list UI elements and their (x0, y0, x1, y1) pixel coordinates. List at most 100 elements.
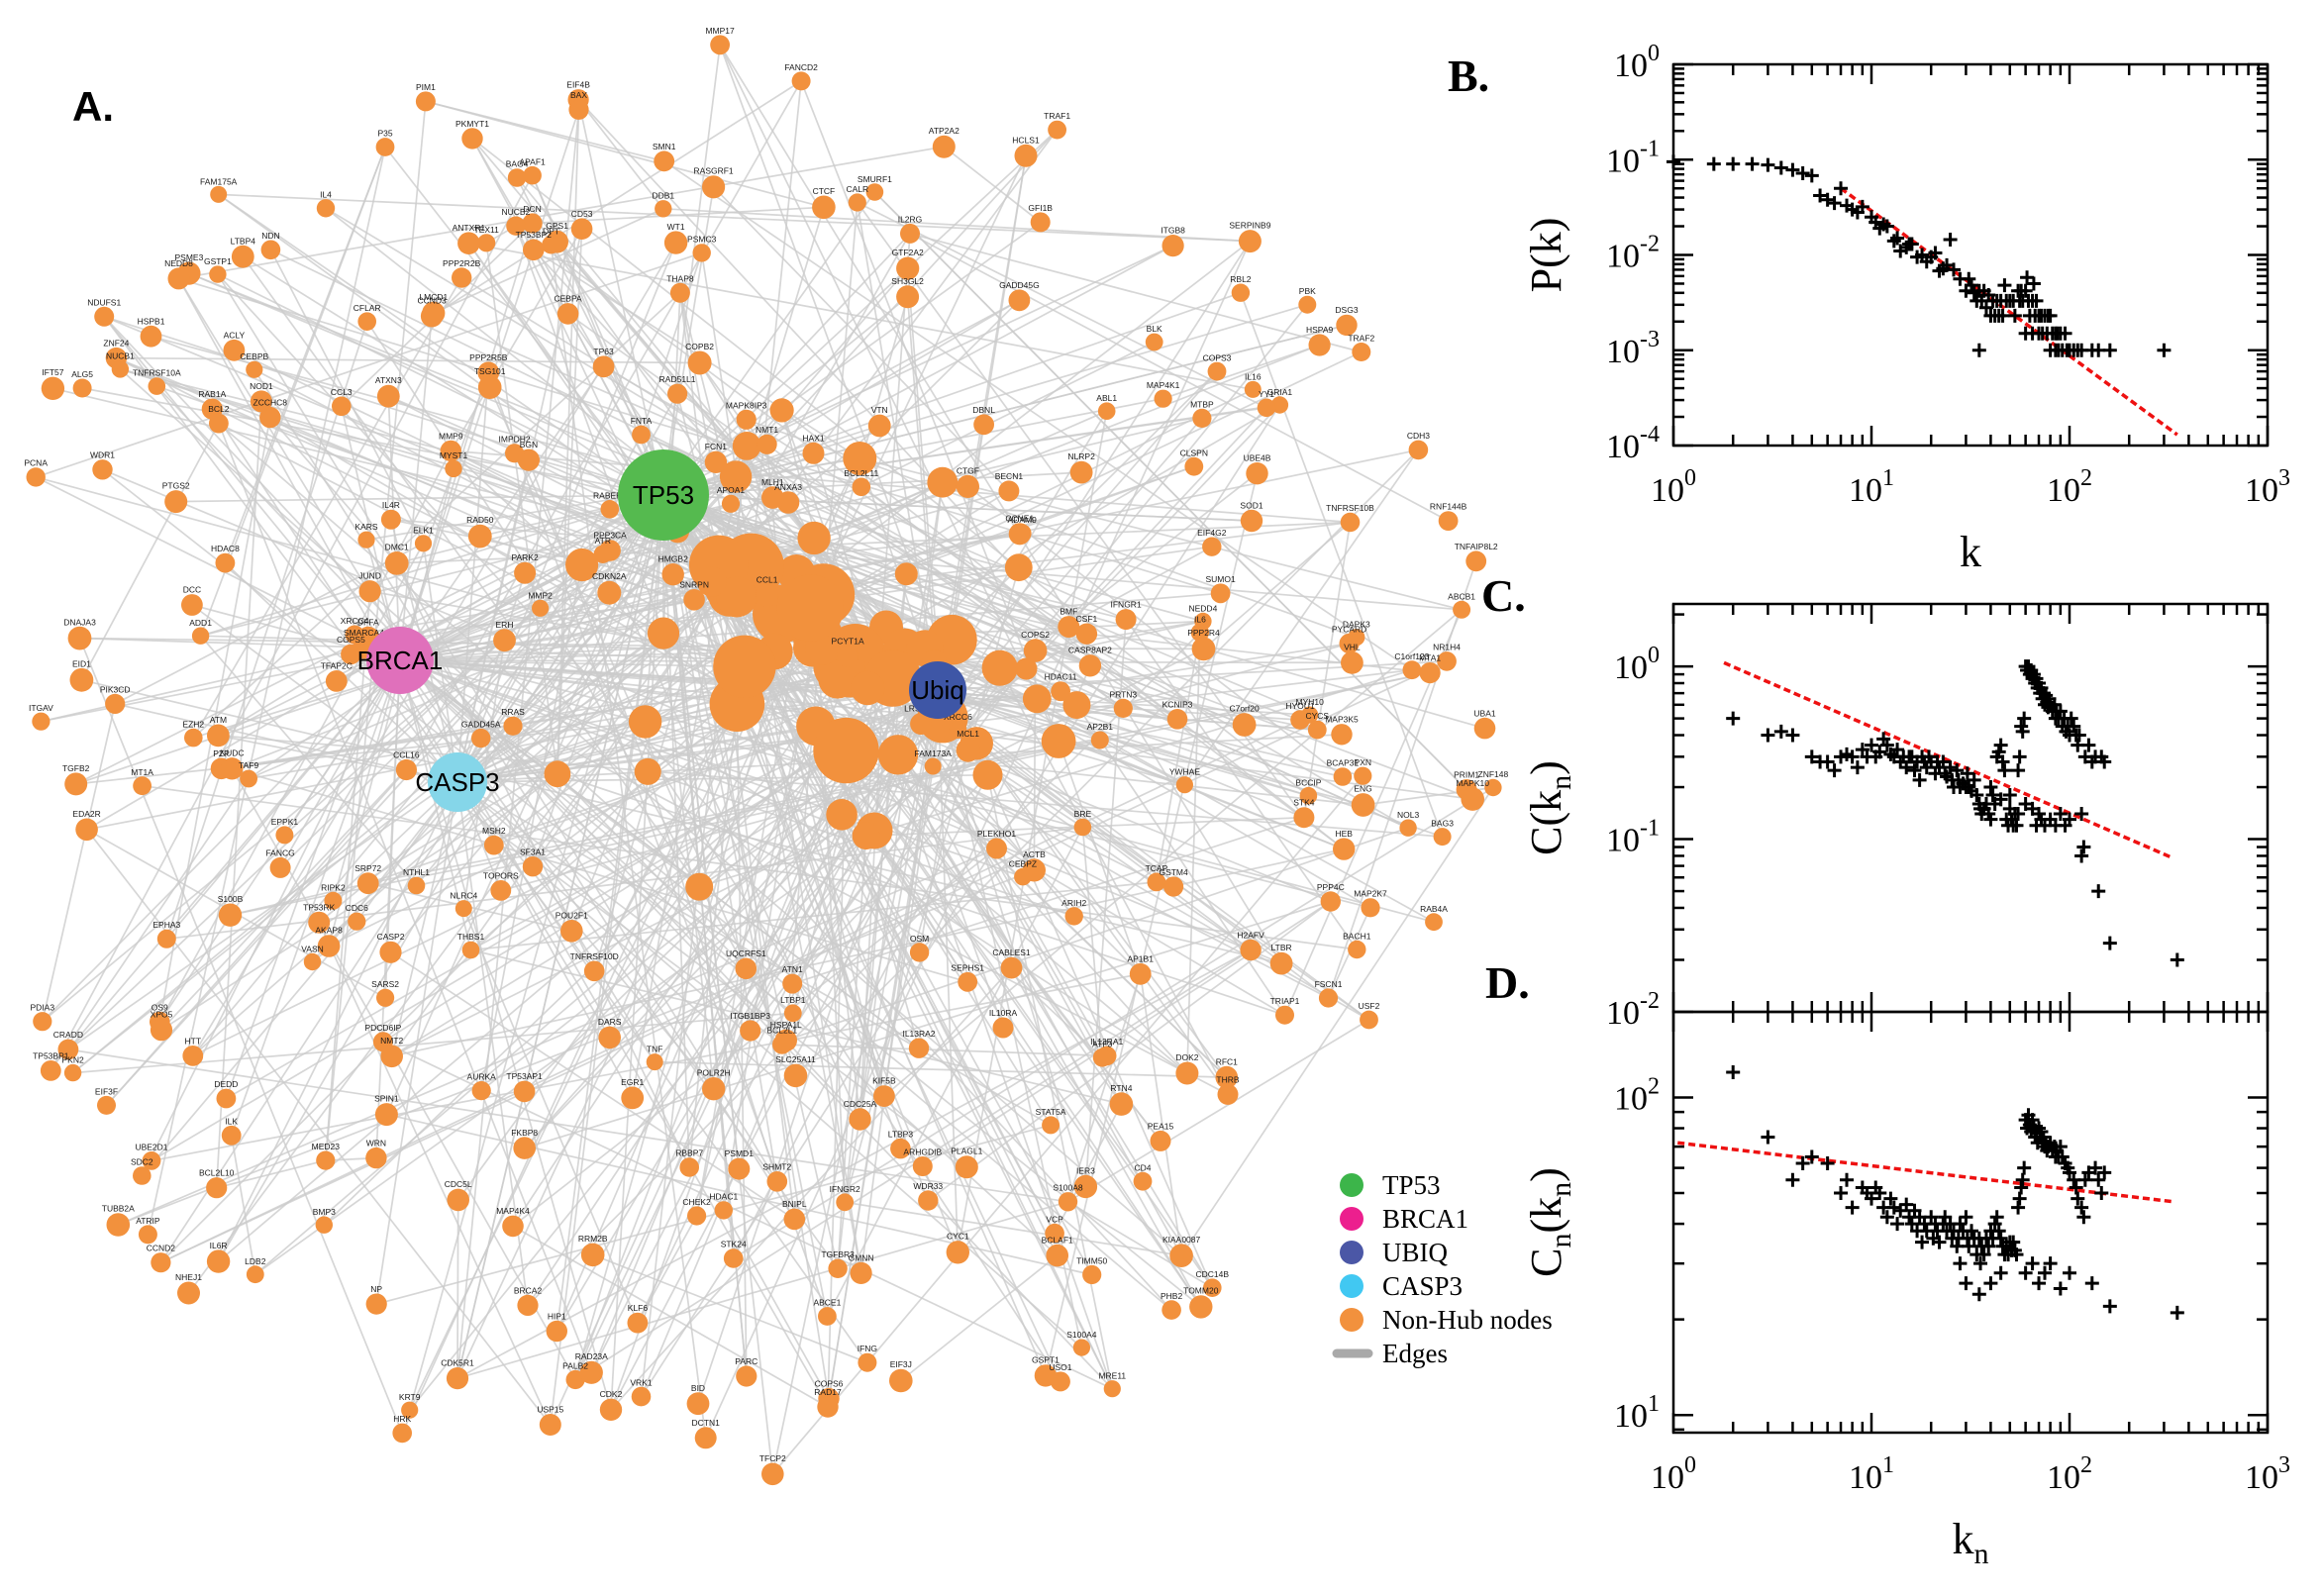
network-node (1022, 858, 1046, 882)
network-node (1408, 440, 1429, 460)
network-node (1082, 1264, 1102, 1285)
network-node-label: AP2B1 (1087, 722, 1114, 732)
network-node (756, 584, 778, 607)
network-node (1202, 537, 1222, 556)
network-node-label: MTA1 (1419, 653, 1441, 663)
network-node-label: HCLS1 (1012, 135, 1040, 145)
network-node-label: TFAP2C (321, 661, 353, 671)
network-node (1419, 662, 1441, 684)
network-node (182, 1046, 204, 1066)
network-node (446, 1367, 469, 1390)
legend-item-label: Non-Hub nodes (1382, 1305, 1553, 1335)
network-node (221, 757, 244, 780)
network-node-label: EZH2 (182, 719, 204, 729)
network-node-label: CEBPA (555, 294, 583, 304)
legend-swatch-circle (1340, 1207, 1364, 1231)
network-node (206, 1177, 228, 1199)
network-node (646, 1053, 663, 1071)
network-node-label: NDN (261, 231, 279, 241)
network-node (1336, 314, 1358, 337)
network-node-label: TOPORS (483, 871, 519, 881)
plot-D: 101 102 100 101 102 103 kn Cn(kn) (1522, 1010, 2290, 1570)
network-node-label: TRIAP1 (1270, 996, 1300, 1006)
network-node (599, 1398, 623, 1422)
network-node (1217, 1083, 1239, 1105)
network-node-label: MCL1 (957, 729, 979, 739)
network-node-label: RFC1 (1216, 1056, 1238, 1066)
network-edges (35, 44, 1494, 1475)
network-node-label: IFNGR2 (830, 1184, 860, 1194)
network-node-label: IFNGR1 (1111, 600, 1142, 610)
network-node-label: CDC25A (844, 1099, 877, 1109)
network-node-label: HSPA1L (770, 1020, 802, 1030)
network-node (33, 1012, 52, 1032)
network-node-label: JUND (358, 571, 381, 581)
network-node-label: POLR2H (697, 1068, 731, 1078)
network-node-label: USP15 (537, 1405, 563, 1415)
fit-line (1723, 660, 2173, 859)
network-node (546, 230, 568, 253)
network-node-label: MYH10 (1296, 697, 1325, 707)
network-node (41, 376, 65, 400)
network-node-label: PPP2R2B (443, 258, 481, 268)
network-node (1103, 1380, 1121, 1398)
network-node-label: CEBPZ (1009, 858, 1037, 868)
network-node (316, 199, 336, 218)
network-node-label: IL10RA (989, 1008, 1018, 1018)
network-node (782, 973, 803, 994)
network-node (483, 835, 504, 855)
network-node-label: YWHAE (1169, 767, 1201, 777)
network-node (1109, 1092, 1134, 1116)
network-node-label: HDAC1 (709, 1192, 738, 1202)
network-node-label: ABL1 (1096, 393, 1117, 403)
network-node (1072, 1339, 1090, 1356)
network-node-label: HTT (185, 1037, 202, 1047)
network-node (1231, 283, 1251, 302)
network-node (69, 667, 94, 692)
network-node-label: THRB (1216, 1075, 1239, 1085)
network-node-label: PLEKHO1 (977, 829, 1016, 839)
network-node-label: NP (370, 1284, 382, 1294)
network-node-label: FANCG (265, 848, 294, 857)
network-node (1058, 1192, 1078, 1212)
network-node (365, 1147, 387, 1169)
network-node-label: CYCS (1305, 711, 1329, 721)
network-node (1275, 1005, 1294, 1025)
y-tick-label: 102 (1614, 1073, 1660, 1117)
network-node-label: PTGS2 (162, 481, 190, 491)
network-node-label: MRE11 (1098, 1371, 1126, 1381)
network-node (583, 960, 605, 982)
network-node-label: BRE (1074, 809, 1092, 819)
network-node-label: ARHGDIB (903, 1147, 942, 1157)
network-node-label: MED23 (312, 1142, 341, 1151)
charts-panel: 10-4 10-3 10-2 10-1 100 100 101 102 103 k P(k) 10-2… (1522, 41, 2290, 1570)
network-node-label: NUDC (220, 748, 245, 758)
network-node-label: BCL2L1 (766, 1026, 797, 1036)
network-node-label: TNFRSF10A (133, 368, 181, 378)
network-node (1090, 731, 1109, 749)
network-node (918, 1190, 939, 1211)
legend-item-casp3: CASP3 (1340, 1271, 1463, 1301)
network-node-label: UQCRFS1 (726, 948, 766, 958)
network-node-label: CASP2 (377, 932, 405, 942)
network-node-label: CASP8AP2 (1068, 646, 1112, 655)
network-node (817, 1396, 839, 1418)
network-node (1092, 1047, 1112, 1067)
panel-label-b: B. (1448, 50, 1489, 101)
network-node-label: IFT57 (42, 367, 63, 377)
network-node (1348, 940, 1366, 959)
network-node (1175, 776, 1193, 794)
network-node (1097, 402, 1116, 421)
network-node (507, 168, 527, 187)
network-node (1058, 616, 1080, 639)
network-node (325, 670, 348, 692)
network-node (1207, 361, 1227, 381)
network-node (513, 1080, 536, 1103)
network-node (308, 911, 331, 934)
network-node (401, 1401, 419, 1419)
network-node (365, 1293, 387, 1315)
network-node-label: TIMM50 (1076, 1255, 1107, 1265)
network-node-label: USO1 (1049, 1362, 1071, 1372)
network-node-label: POU2F1 (556, 911, 588, 921)
network-node-label: COPS5 (337, 635, 365, 645)
